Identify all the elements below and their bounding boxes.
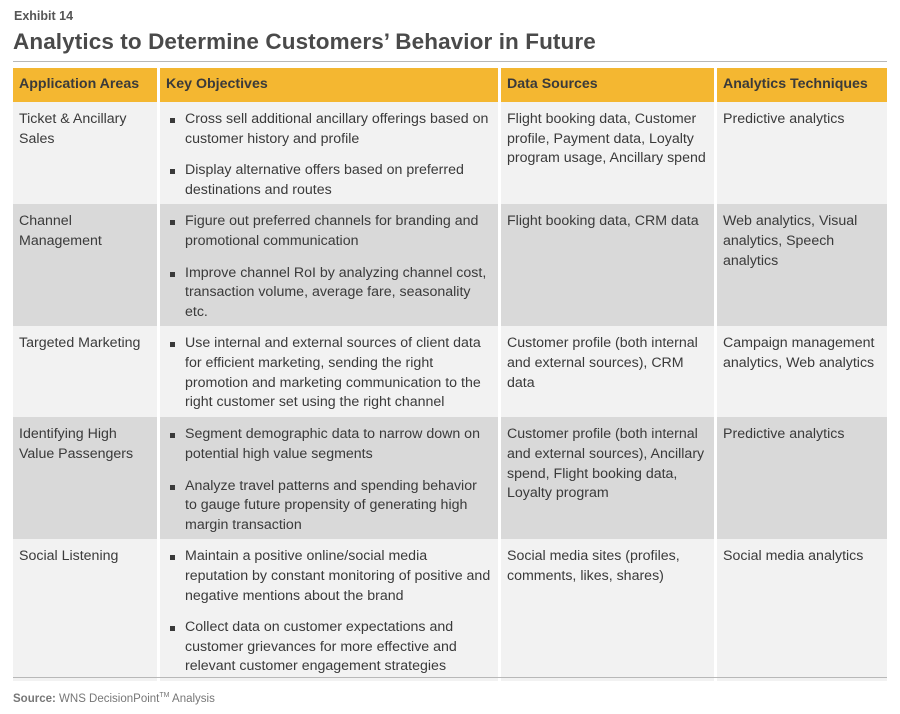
table-row: Ticket & Ancillary Sales Cross sell addi… (13, 102, 887, 205)
objective-text: Analyze travel patterns and spending beh… (185, 477, 477, 533)
exhibit-label: Exhibit 14 (14, 9, 74, 23)
application-area-cell: Channel Management (13, 204, 157, 327)
objective-text: Figure out preferred channels for brandi… (185, 213, 479, 249)
objective-text: Maintain a positive online/social media … (185, 548, 491, 604)
objectives-cell: Segment demographic data to narrow down … (157, 417, 498, 540)
data-sources-cell: Flight booking data, CRM data (498, 204, 714, 327)
source-suffix: Analysis (169, 692, 215, 705)
bullet-icon (170, 433, 175, 439)
table-row: Identifying High Value Passengers Segmen… (13, 417, 887, 540)
table-row: Channel Management Figure out preferred … (13, 204, 887, 327)
column-header-key-objectives: Key Objectives (157, 68, 498, 102)
analytics-techniques-cell: Predictive analytics (714, 417, 887, 540)
objective-item: Improve channel RoI by analyzing channel… (166, 264, 492, 323)
page-title: Analytics to Determine Customers’ Behavi… (13, 29, 596, 54)
column-header-data-sources: Data Sources (498, 68, 714, 102)
source-label: Source: (13, 692, 56, 705)
analytics-table: Application Areas Key Objectives Data So… (13, 68, 887, 681)
data-sources-cell: Customer profile (both internal and exte… (498, 417, 714, 540)
footer-divider (13, 677, 887, 678)
bullet-icon (170, 342, 175, 348)
objective-item: Use internal and external sources of cli… (166, 334, 492, 412)
application-area-cell: Identifying High Value Passengers (13, 417, 157, 540)
data-sources-cell: Customer profile (both internal and exte… (498, 326, 714, 418)
application-area-cell: Social Listening (13, 539, 157, 681)
data-sources-cell: Social media sites (profiles, comments, … (498, 539, 714, 681)
objective-item: Segment demographic data to narrow down … (166, 425, 492, 464)
objectives-cell: Maintain a positive online/social media … (157, 539, 498, 681)
objective-text: Collect data on customer expectations an… (185, 619, 457, 675)
application-area-cell: Ticket & Ancillary Sales (13, 102, 157, 205)
bullet-icon (170, 555, 175, 561)
bullet-icon (170, 271, 175, 277)
bullet-icon (170, 484, 175, 490)
objective-item: Cross sell additional ancillary offering… (166, 110, 492, 149)
objective-item: Maintain a positive online/social media … (166, 547, 492, 606)
title-divider (13, 61, 887, 62)
objective-item: Display alternative offers based on pref… (166, 161, 492, 200)
application-area-cell: Targeted Marketing (13, 326, 157, 418)
trademark-mark: TM (159, 692, 170, 699)
analytics-techniques-cell: Web analytics, Visual analytics, Speech … (714, 204, 887, 327)
objective-item: Analyze travel patterns and spending beh… (166, 477, 492, 536)
analytics-techniques-cell: Predictive analytics (714, 102, 887, 205)
table-row: Targeted Marketing Use internal and exte… (13, 326, 887, 418)
analytics-techniques-cell: Campaign management analytics, Web analy… (714, 326, 887, 418)
column-header-analytics-techniques: Analytics Techniques (714, 68, 887, 102)
bullet-icon (170, 118, 175, 123)
objective-text: Use internal and external sources of cli… (185, 335, 481, 411)
bullet-icon (170, 626, 175, 632)
objectives-cell: Use internal and external sources of cli… (157, 326, 498, 418)
bullet-icon (170, 220, 175, 226)
objective-text: Display alternative offers based on pref… (185, 162, 464, 198)
objective-text: Cross sell additional ancillary offering… (185, 111, 489, 147)
objective-text: Segment demographic data to narrow down … (185, 426, 480, 462)
bullet-icon (170, 169, 175, 175)
source-text: WNS DecisionPoint (59, 692, 160, 705)
analytics-techniques-cell: Social media analytics (714, 539, 887, 681)
table-row: Social Listening Maintain a positive onl… (13, 539, 887, 681)
source-note: Source: WNS DecisionPointTM Analysis (13, 692, 215, 705)
objectives-cell: Cross sell additional ancillary offering… (157, 102, 498, 205)
table-header-row: Application Areas Key Objectives Data So… (13, 68, 887, 102)
objective-item: Collect data on customer expectations an… (166, 618, 492, 677)
column-header-application-areas: Application Areas (13, 68, 157, 102)
data-sources-cell: Flight booking data, Customer profile, P… (498, 102, 714, 205)
objective-item: Figure out preferred channels for brandi… (166, 212, 492, 251)
objective-text: Improve channel RoI by analyzing channel… (185, 264, 487, 320)
objectives-cell: Figure out preferred channels for brandi… (157, 204, 498, 327)
